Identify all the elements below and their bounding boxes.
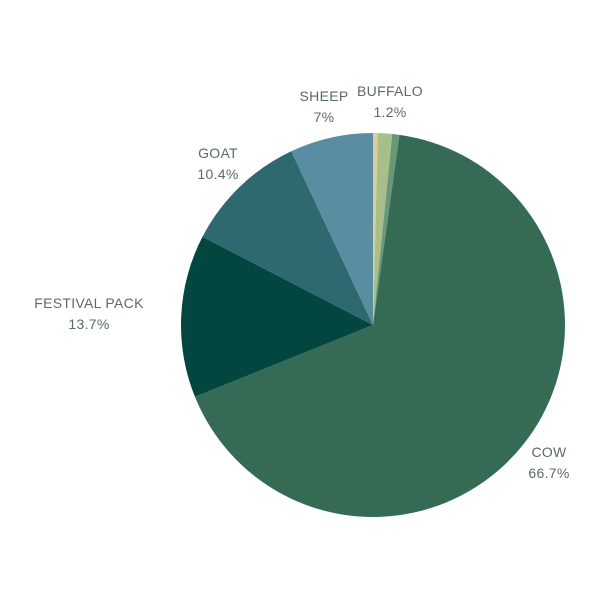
pie-slice-festival-pack — [181, 236, 373, 397]
slice-label-sheep-name: SHEEP — [300, 88, 349, 104]
slice-label-goat-name: GOAT — [198, 145, 238, 161]
slice-label-buffalo-percent: 1.2% — [373, 104, 406, 120]
slice-label-festival-pack-name: FESTIVAL PACK — [34, 295, 144, 311]
pie-slice-minor-1 — [373, 133, 393, 325]
slice-label-festival-pack-percent: 13.7% — [68, 316, 109, 332]
slice-label-cow-percent: 66.7% — [528, 465, 569, 481]
pie-slice-minor-0 — [373, 133, 378, 325]
slice-label-sheep-percent: 7% — [314, 109, 335, 125]
pie-slice-goat — [202, 151, 373, 325]
pie-slice-minor-2 — [373, 133, 400, 325]
pie-slice-sheep — [291, 133, 373, 325]
pie-slice-cow — [194, 134, 565, 517]
slice-label-buffalo-name: BUFFALO — [357, 83, 423, 99]
slice-label-goat-percent: 10.4% — [197, 166, 238, 182]
slice-label-cow-name: COW — [531, 444, 567, 460]
slice-label-festival-pack: FESTIVAL PACK 13.7% — [34, 295, 144, 332]
slice-label-sheep: SHEEP 7% — [300, 88, 349, 125]
slices-layer — [181, 133, 565, 517]
labels-layer: COW 66.7% FESTIVAL PACK 13.7% GOAT 10.4% SHEEP… — [34, 83, 569, 481]
slice-label-goat: GOAT 10.4% — [197, 145, 238, 182]
slice-label-buffalo: BUFFALO 1.2% — [357, 83, 423, 120]
slice-label-cow: COW 66.7% — [528, 444, 569, 481]
